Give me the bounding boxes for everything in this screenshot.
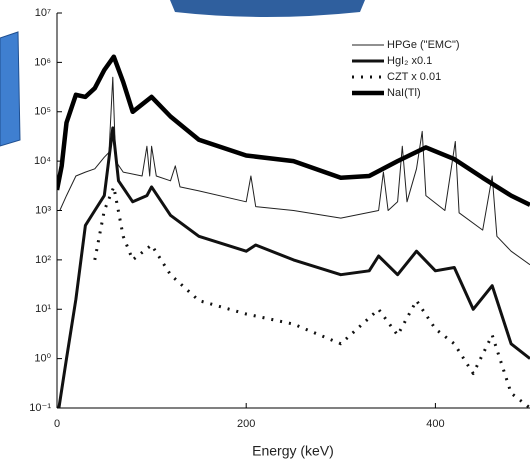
series-line xyxy=(59,76,530,266)
y-tick-label: 10⁻¹ xyxy=(29,402,51,414)
y-tick-label: 10³ xyxy=(35,204,51,216)
y-tick-label: 10¹ xyxy=(35,303,51,315)
x-axis-title: Energy (keV) xyxy=(252,443,334,459)
decoration-banner xyxy=(170,0,365,17)
x-tick-label: 400 xyxy=(426,418,444,430)
x-tick-label: 200 xyxy=(237,418,255,430)
series-line xyxy=(57,54,530,207)
y-tick-label: 10² xyxy=(35,254,51,266)
legend-label: CZT x 0.01 xyxy=(387,71,441,83)
series-line xyxy=(57,126,530,408)
legend-label: NaI(Tl) xyxy=(387,87,421,99)
legend-label: HPGe ("EMC") xyxy=(387,39,460,51)
legend-label: HgI₂ x0.1 xyxy=(387,55,432,67)
x-tick-label: 0 xyxy=(54,418,60,430)
y-tick-label: 10⁴ xyxy=(34,155,51,167)
y-tick-label: 10⁰ xyxy=(34,353,51,365)
plot-area xyxy=(57,54,530,408)
decoration-box xyxy=(0,31,21,147)
y-tick-label: 10⁶ xyxy=(34,56,51,68)
y-tick-label: 10⁷ xyxy=(35,7,51,19)
y-tick-label: 10⁵ xyxy=(34,106,51,118)
